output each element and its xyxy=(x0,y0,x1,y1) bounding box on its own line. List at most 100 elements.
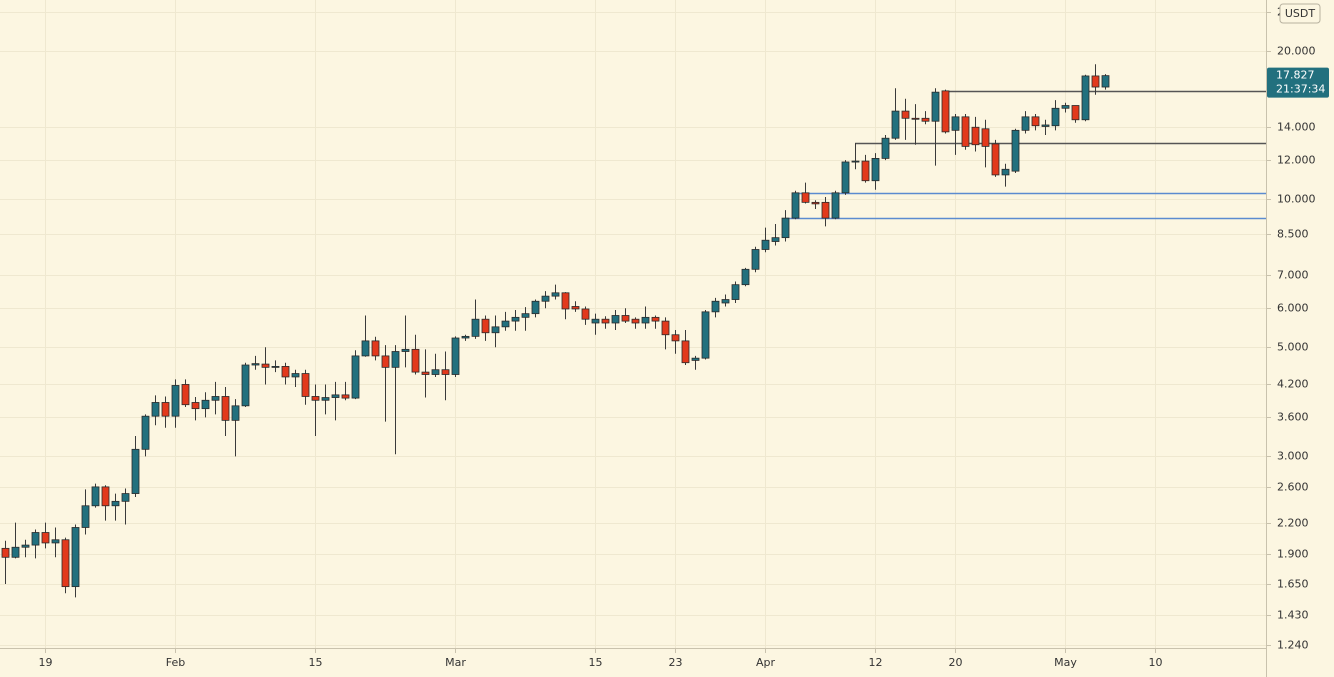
x-tick-label: 19 xyxy=(39,656,53,669)
y-tick-label: 1.240 xyxy=(1277,639,1309,652)
candle-body xyxy=(271,366,280,368)
axes: 24.00020.00014.00012.00010.0008.5007.000… xyxy=(39,6,1316,670)
candle-body xyxy=(1101,75,1110,88)
candle-body xyxy=(401,348,410,352)
candle-body xyxy=(21,544,30,548)
candle-body xyxy=(141,415,150,450)
last-price-box xyxy=(1267,67,1329,98)
candle-body xyxy=(131,448,140,494)
candle-body xyxy=(931,91,940,122)
candle-body xyxy=(921,117,930,122)
candle-body xyxy=(951,116,960,131)
candle-body xyxy=(381,355,390,368)
x-tick-label: 20 xyxy=(949,656,963,669)
candle-body xyxy=(1041,124,1050,127)
y-tick-label: 7.000 xyxy=(1277,269,1309,282)
candle-body xyxy=(181,384,190,406)
candle-body xyxy=(811,201,820,205)
candle-body xyxy=(11,546,20,558)
candle-body xyxy=(701,311,710,359)
y-tick-label: 1.900 xyxy=(1277,548,1309,561)
candle-body xyxy=(731,284,740,300)
candle-body xyxy=(441,369,450,375)
candle-body xyxy=(961,116,970,147)
candle-body xyxy=(971,126,980,146)
candle-body xyxy=(111,500,120,507)
y-tick-label: 5.000 xyxy=(1277,341,1309,354)
candle-body xyxy=(831,192,840,219)
y-tick-label: 8.500 xyxy=(1277,228,1309,241)
candle-body xyxy=(571,306,580,310)
candle-body xyxy=(71,527,80,588)
candle-body xyxy=(1091,75,1100,88)
candle-body xyxy=(1021,116,1030,131)
candle-body xyxy=(651,316,660,322)
candle-body xyxy=(941,90,950,133)
candle-body xyxy=(561,292,570,310)
candle-body xyxy=(211,396,220,401)
candle-body xyxy=(291,373,300,378)
candle-body xyxy=(1081,75,1090,121)
currency-badge[interactable] xyxy=(1279,3,1321,24)
candle-body xyxy=(521,313,530,318)
candle-body xyxy=(631,318,640,324)
candle-body xyxy=(501,320,510,328)
candle-body xyxy=(461,335,470,339)
x-tick-label: 23 xyxy=(669,656,683,669)
candle-body xyxy=(281,366,290,378)
candle-body xyxy=(351,355,360,399)
candle-body xyxy=(601,318,610,324)
candle-body xyxy=(641,316,650,324)
candle-body xyxy=(621,315,630,322)
candle-body xyxy=(751,249,760,270)
candle-body xyxy=(531,300,540,315)
candle-body xyxy=(221,396,230,421)
y-tick-label: 3.600 xyxy=(1277,411,1309,424)
candle-body xyxy=(341,394,350,399)
candle-body xyxy=(41,532,50,544)
y-tick-label: 10.000 xyxy=(1277,193,1316,206)
candle-body xyxy=(781,217,790,239)
candle-body xyxy=(321,397,330,401)
y-tick-label: 2.600 xyxy=(1277,481,1309,494)
candle-body xyxy=(241,364,250,407)
candle-body xyxy=(861,160,870,182)
y-tick-label: 14.000 xyxy=(1277,121,1316,134)
candle-body xyxy=(471,318,480,337)
candle-body xyxy=(591,318,600,324)
candle-body xyxy=(661,320,670,336)
y-tick-label: 4.200 xyxy=(1277,378,1309,391)
candle-body xyxy=(871,158,880,182)
candle-body xyxy=(1011,129,1020,172)
candle-body xyxy=(841,161,850,194)
candle-body xyxy=(421,371,430,375)
x-tick-label: Mar xyxy=(445,656,466,669)
candle-body xyxy=(881,137,890,159)
x-tick-label: 10 xyxy=(1149,656,1163,669)
y-tick-label: 6.000 xyxy=(1277,302,1309,315)
candle-body xyxy=(681,340,690,364)
candle-body xyxy=(911,117,920,120)
candle-body xyxy=(61,539,70,588)
candle-body xyxy=(611,315,620,324)
candle-body xyxy=(161,402,170,417)
candle-body xyxy=(771,237,780,242)
candle-body xyxy=(1031,116,1040,127)
candle-body xyxy=(981,128,990,147)
x-tick-label: 15 xyxy=(589,656,603,669)
candle-body xyxy=(901,110,910,119)
candle-body xyxy=(991,143,1000,176)
candle-body xyxy=(851,160,860,163)
candle-body xyxy=(721,299,730,304)
candle-body xyxy=(801,192,810,203)
candle-body xyxy=(821,201,830,219)
candle-body xyxy=(371,340,380,357)
candle-body xyxy=(791,192,800,219)
grid xyxy=(0,0,1266,648)
candle-body xyxy=(301,373,310,397)
candle-body xyxy=(431,369,440,375)
y-tick-label: 3.000 xyxy=(1277,450,1309,463)
